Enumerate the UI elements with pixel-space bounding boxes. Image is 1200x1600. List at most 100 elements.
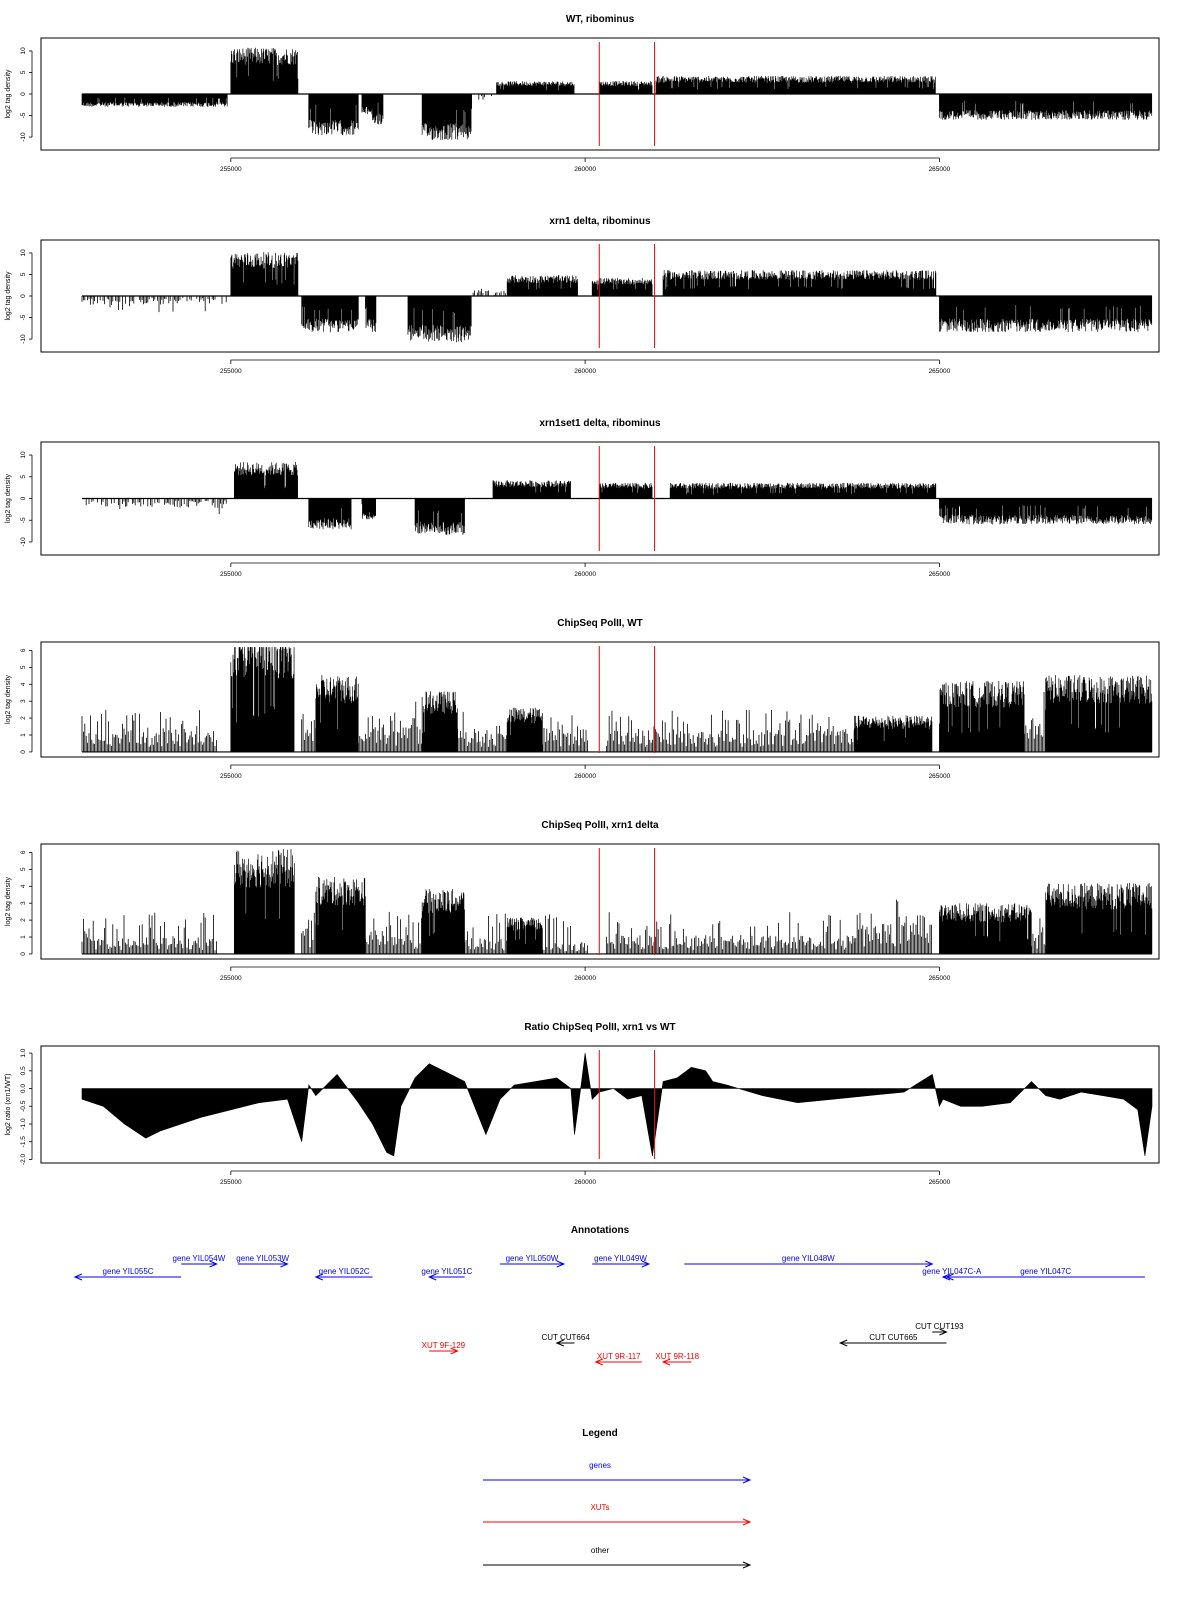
feature-arrow [314, 1273, 373, 1281]
data-bars [939, 681, 1025, 752]
data-bars [655, 75, 936, 94]
legend-title: Legend [582, 1428, 618, 1439]
data-segment [1024, 692, 1046, 752]
data-segment [496, 81, 575, 94]
data-bars [85, 498, 227, 515]
feature-arrow [838, 1339, 947, 1347]
data-segment [301, 296, 359, 333]
data-bars [939, 94, 1153, 120]
data-bars [478, 94, 492, 100]
y-axis-label: log2 ratio (xrn1/WT) [5, 1074, 12, 1136]
x-tick-label: 260000 [574, 571, 596, 578]
arrowhead-icon [556, 1260, 566, 1268]
data-bars [598, 81, 653, 94]
data-bars [939, 498, 1153, 525]
data-bars [1024, 692, 1046, 752]
y-tick-label: 10 [20, 451, 27, 459]
data-segment [939, 94, 1153, 120]
annotation-feature: gene YIL054W [173, 1254, 226, 1268]
data-bars [605, 912, 855, 954]
feature-arrow [555, 1339, 575, 1347]
data-segment [315, 876, 366, 954]
y-tick-label: -1.0 [20, 1118, 27, 1130]
y-tick-label: -5 [20, 517, 27, 523]
data-segment [372, 94, 384, 125]
data-segment [939, 681, 1025, 752]
data-segment [308, 94, 359, 136]
data-bars [315, 876, 366, 954]
x-tick-label: 255000 [220, 571, 242, 578]
data-bars [853, 899, 932, 954]
x-tick-label: 255000 [220, 166, 242, 173]
arrowhead-icon [661, 1358, 671, 1366]
data-bars [598, 482, 653, 499]
data-segment [230, 647, 295, 752]
data-bars [421, 889, 465, 954]
data-bars [854, 715, 933, 752]
feature-arrow [594, 1358, 642, 1366]
ratio-area [81, 1053, 1153, 1157]
data-bars [315, 675, 359, 752]
y-tick-label: 6 [20, 850, 27, 854]
y-tick-label: -1.5 [20, 1136, 27, 1148]
data-segment [542, 914, 588, 954]
annotation-feature: CUT CUT665 [838, 1333, 947, 1347]
feature-label: gene YIL050W [506, 1254, 559, 1263]
data-bars [365, 911, 422, 954]
y-tick-label: -10 [20, 537, 27, 547]
data-segment [234, 849, 295, 954]
chart-title: xrn1 delta, ribominus [549, 216, 651, 227]
y-axis-label: log2 tag density [5, 473, 12, 523]
arrowhead-icon [314, 1273, 324, 1281]
annotations-panel: Annotations gene YIL055C gene YIL054W gene … [73, 1225, 1145, 1366]
y-tick-label: -5 [20, 314, 27, 320]
data-segment [506, 275, 578, 296]
arrowhead-icon [945, 1273, 954, 1281]
data-bars [605, 709, 855, 752]
data-segment [407, 296, 472, 343]
data-segment [1031, 918, 1046, 954]
data-bars [496, 81, 575, 94]
x-tick-label: 265000 [929, 975, 951, 982]
feature-arrow [237, 1260, 289, 1268]
data-bars [234, 849, 295, 954]
chart-title: Ratio ChipSeq PolII, xrn1 vs WT [524, 1022, 675, 1033]
annotation-feature: gene YIL047C [945, 1267, 1145, 1281]
chart-panel: WT, ribominus log2 tag density -10 -5 0 5 10 25… [5, 14, 1160, 173]
feature-arrow [500, 1260, 566, 1268]
x-tick-label: 265000 [929, 773, 951, 780]
y-tick-label: 5 [20, 867, 27, 871]
feature-arrow [932, 1328, 948, 1336]
data-bars [939, 903, 1032, 954]
data-bars [308, 498, 352, 530]
legend-arrow [483, 1561, 752, 1569]
data-segment [669, 482, 937, 499]
feature-label: XUT 9R-117 [597, 1352, 641, 1361]
y-tick-label: 1 [20, 733, 27, 737]
data-bars [457, 711, 507, 752]
data-bars [506, 707, 543, 752]
arrowhead-icon [641, 1260, 651, 1268]
plot-frame [40, 843, 1160, 960]
data-bars [357, 701, 422, 752]
data-segment [478, 94, 492, 100]
feature-label: gene YIL047C-A [922, 1267, 982, 1276]
chart-title: ChipSeq PolII, WT [557, 618, 643, 629]
legend-item-label: other [591, 1546, 610, 1555]
data-segment [939, 498, 1153, 525]
data-bars [662, 270, 937, 296]
annotation-feature: gene YIL050W [500, 1254, 566, 1268]
annotation-feature: gene YIL048W [684, 1254, 934, 1268]
feature-label: gene YIL048W [782, 1254, 835, 1263]
legend-item-label: XUTs [590, 1503, 609, 1512]
data-segment [457, 711, 507, 752]
feature-label: CUT CUT193 [915, 1322, 964, 1331]
plot-frame [40, 441, 1160, 556]
y-tick-label: 0.0 [20, 1084, 27, 1093]
chart-panel: ChipSeq PolII, xrn1 delta log2 tag densit… [5, 820, 1160, 982]
data-segment [81, 296, 227, 313]
legend-panel: Legend genes XUTs other [483, 1428, 752, 1569]
legend-item-label: genes [589, 1461, 611, 1470]
y-tick-label: 0 [20, 294, 27, 298]
